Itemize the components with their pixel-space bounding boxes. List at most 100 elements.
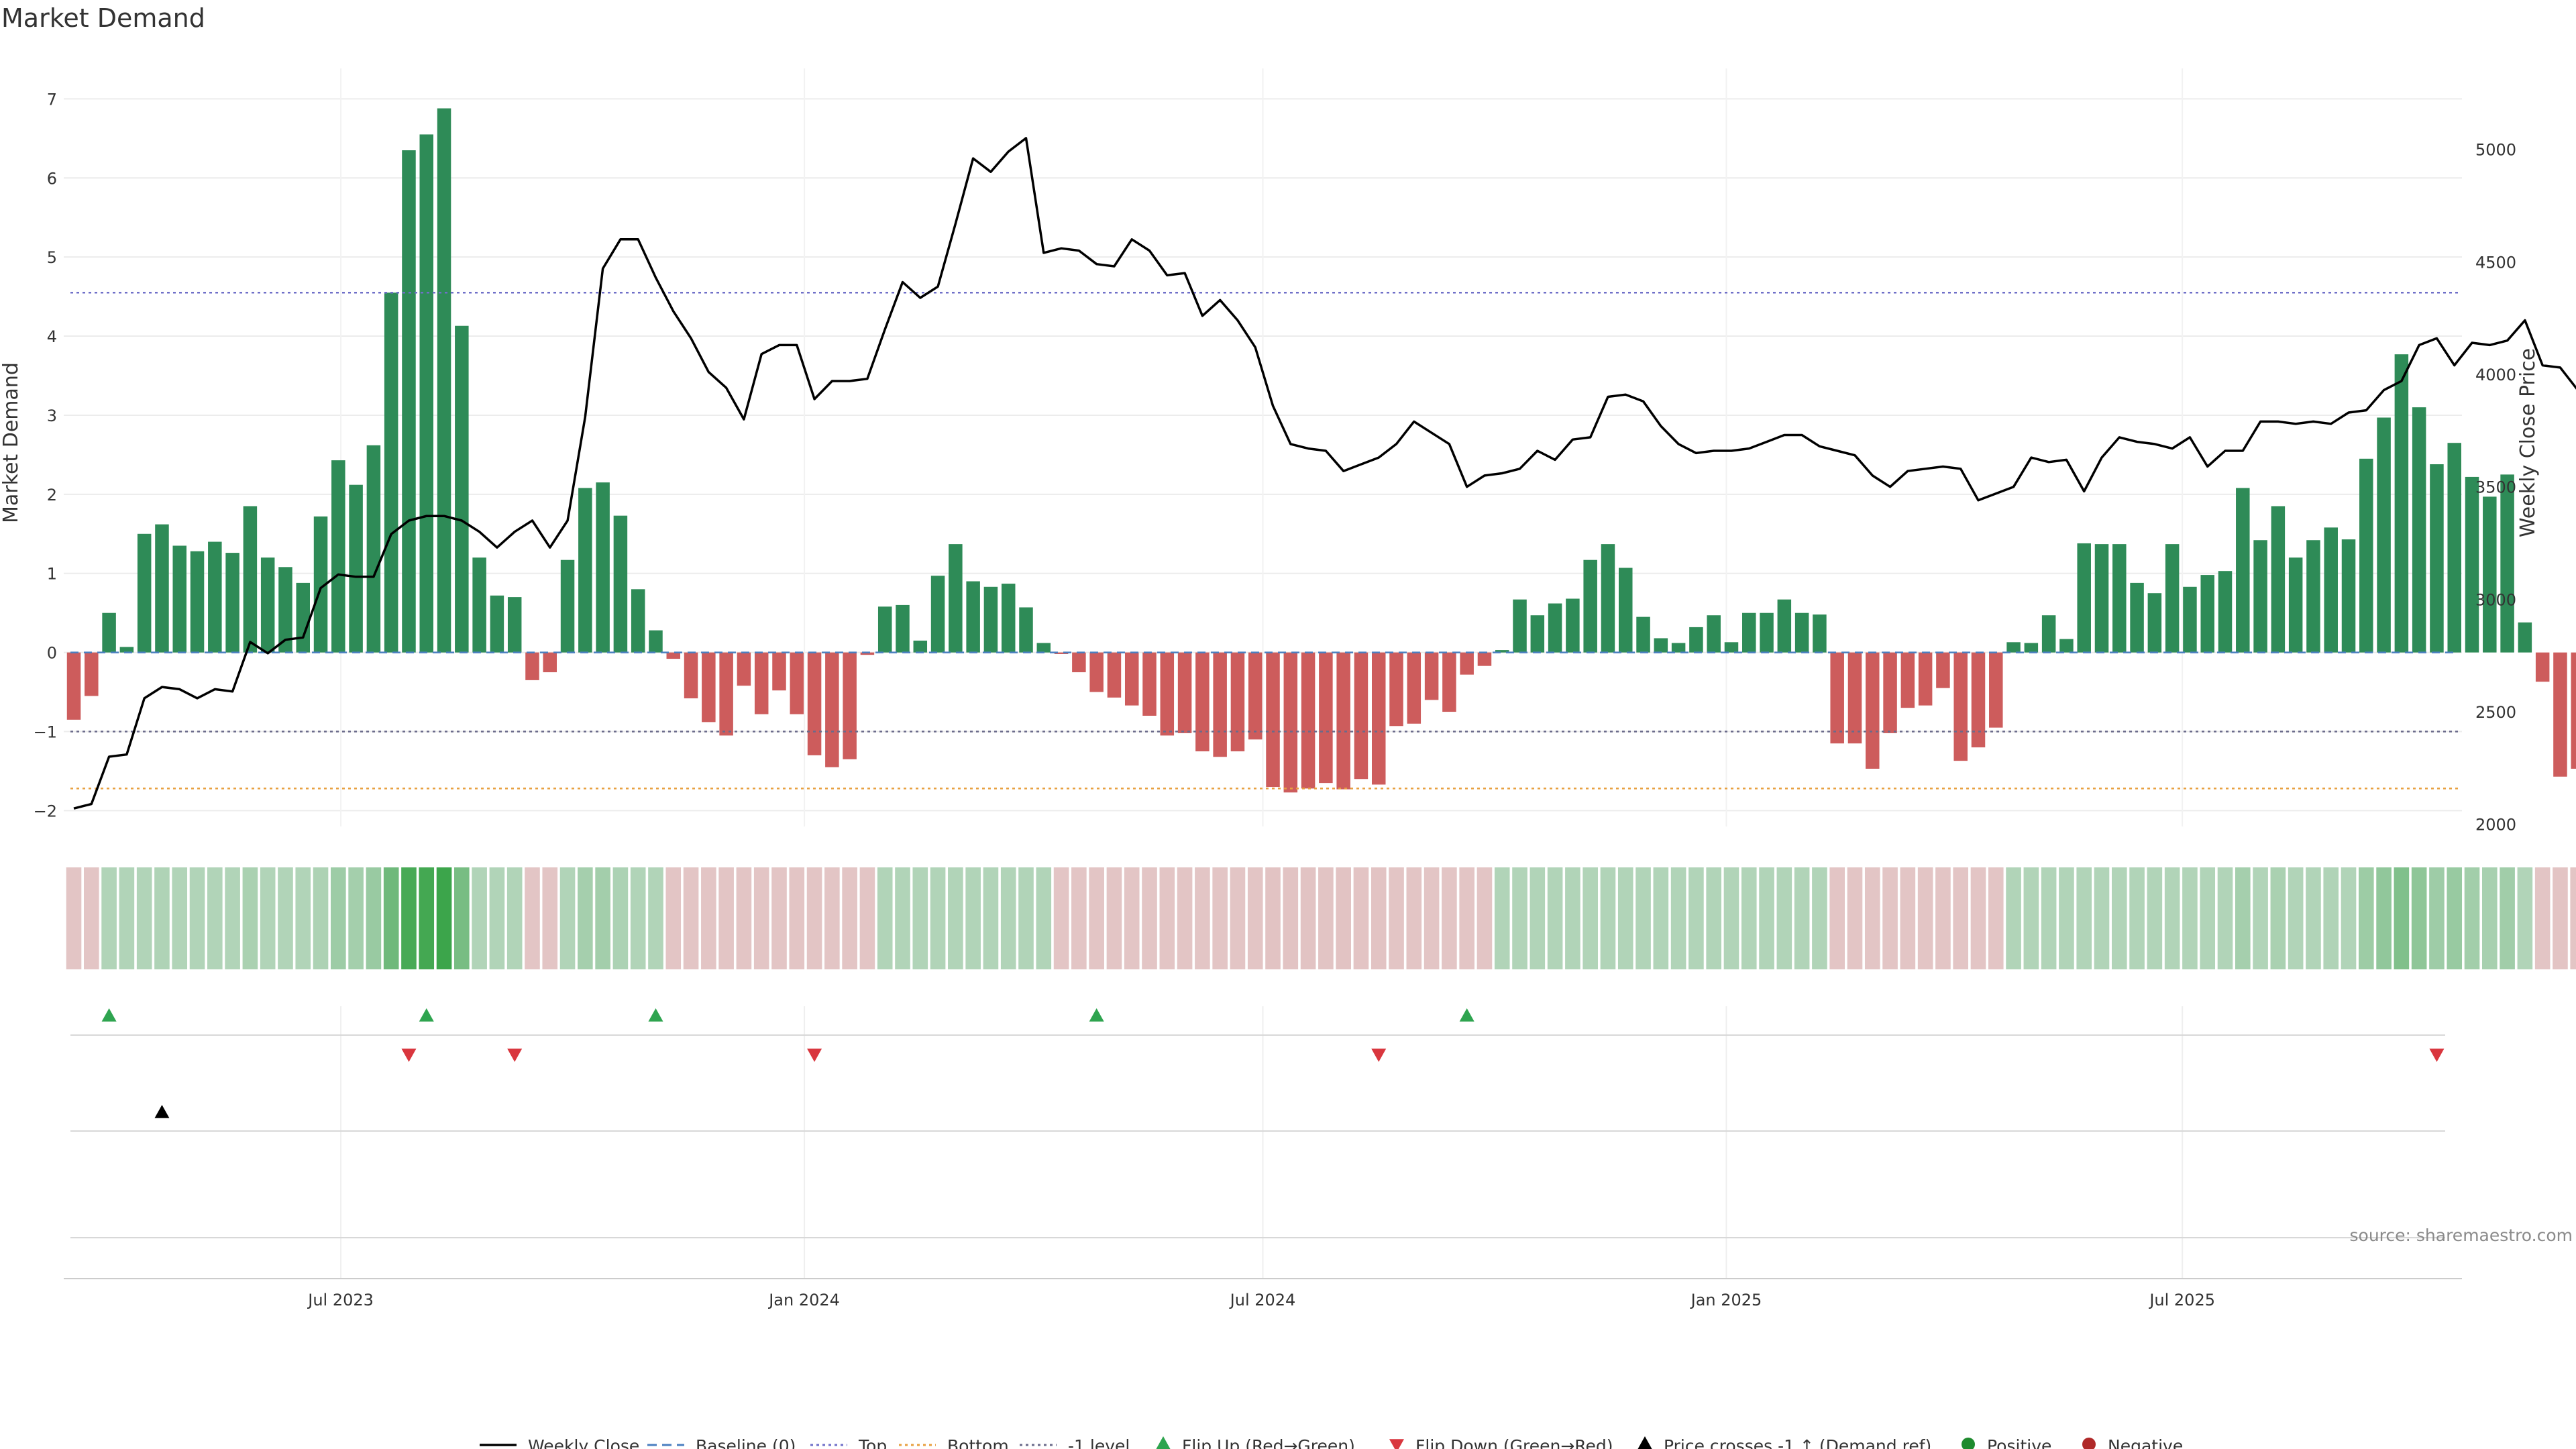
heat-strip-cell <box>101 867 117 969</box>
heat-strip-cell <box>1847 867 1863 969</box>
demand-bar <box>825 652 839 767</box>
demand-bar <box>737 652 751 686</box>
heat-strip-cell <box>1512 867 1527 969</box>
demand-bar <box>1513 599 1527 653</box>
y-tick-label: 7 <box>47 90 57 109</box>
heat-strip-cell <box>1688 867 1704 969</box>
heat-strip-cell <box>436 867 452 969</box>
heat-strip-cell <box>1371 867 1387 969</box>
heat-strip-cell <box>1953 867 1969 969</box>
heat-strip-cell <box>1882 867 1898 969</box>
y2-tick-label: 3000 <box>2475 590 2516 609</box>
heat-strip-cell <box>348 867 364 969</box>
demand-bar <box>843 652 857 759</box>
demand-bar <box>1036 643 1051 653</box>
heat-strip-cell <box>383 867 399 969</box>
legend: Weekly Close Baseline (0) Top Bottom -1 leve… <box>480 1436 2183 1449</box>
heat-strip-cell <box>1442 867 1457 969</box>
heat-strip-cell <box>2394 867 2410 969</box>
demand-bar <box>2553 652 2567 777</box>
heat-strip-cell <box>207 867 223 969</box>
demand-bar <box>2324 527 2338 653</box>
demand-bar <box>2236 488 2250 653</box>
demand-bar <box>560 559 575 653</box>
demand-bar <box>2465 476 2479 653</box>
heat-strip-cell <box>2429 867 2445 969</box>
heat-strip-cell <box>2500 867 2515 969</box>
heat-strip-cell <box>2323 867 2339 969</box>
heat-strip-cell <box>1230 867 1246 969</box>
heat-strip-cell <box>736 867 752 969</box>
demand-bar <box>2006 642 2021 653</box>
heat-strip-cell <box>1018 867 1034 969</box>
y-tick-label: 5 <box>47 248 57 267</box>
demand-bar <box>243 506 258 653</box>
demand-bar <box>1124 652 1139 706</box>
flip-up-marker <box>101 1008 117 1022</box>
heat-strip-cell <box>366 867 382 969</box>
heat-strip-cell <box>189 867 205 969</box>
legend-swatch-triangle-up <box>1638 1436 1652 1449</box>
legend-swatch-circle <box>1962 1438 1975 1449</box>
heat-strip-cell <box>1424 867 1440 969</box>
heat-strip-cell <box>1071 867 1087 969</box>
heat-strip-cell <box>1300 867 1316 969</box>
demand-bar <box>225 553 239 653</box>
demand-bar <box>1619 568 1633 653</box>
heat-strip-cell <box>2306 867 2321 969</box>
chart-title: Market Demand <box>1 3 205 33</box>
demand-bar <box>2500 474 2514 653</box>
demand-bar <box>313 516 328 653</box>
demand-bar <box>1107 652 1122 698</box>
demand-bar <box>2165 544 2180 653</box>
legend-label: Top <box>858 1436 887 1449</box>
heat-strip-cell <box>489 867 505 969</box>
demand-bar <box>1671 643 1686 653</box>
y2-axis-label: Weekly Close Price <box>2516 348 2540 537</box>
demand-bar <box>877 606 892 653</box>
heat-strip-cell <box>1759 867 1774 969</box>
demand-bar <box>85 652 99 696</box>
heat-strip-cell <box>225 867 240 969</box>
demand-bar <box>807 652 822 755</box>
flip-down-marker <box>807 1049 822 1062</box>
heat-strip-cell <box>260 867 276 969</box>
legend-label: Price crosses -1 ↑ (Demand ref) <box>1664 1436 1931 1449</box>
demand-bars <box>66 108 2576 793</box>
heat-strip-cell <box>2447 867 2463 969</box>
demand-bar <box>1001 584 1016 653</box>
heat-strip-cell <box>66 867 82 969</box>
demand-bar <box>490 595 504 653</box>
heat-strip-cell <box>877 867 893 969</box>
heat-strip-cell <box>1336 867 1351 969</box>
heat-strip-cell <box>1053 867 1069 969</box>
demand-bar <box>1583 559 1597 653</box>
heat-strip-cell <box>859 867 875 969</box>
heat-strip-cell <box>2270 867 2286 969</box>
flip-down-marker <box>507 1049 523 1062</box>
legend-entry: Bottom <box>899 1436 1009 1449</box>
weekly-close-line <box>73 137 2576 810</box>
heat-strip-cell <box>313 867 329 969</box>
demand-bar <box>1301 652 1316 789</box>
heat-strip-cell <box>1177 867 1193 969</box>
demand-bar <box>596 482 610 653</box>
y2-tick-label: 2500 <box>2475 703 2516 722</box>
demand-bar <box>1989 652 2003 728</box>
heat-strip-cell <box>2041 867 2057 969</box>
y-tick-label: 1 <box>47 565 57 584</box>
heat-strip-cell <box>983 867 999 969</box>
demand-bar <box>2341 539 2356 653</box>
demand-bar <box>1319 652 1333 784</box>
demand-bar <box>1548 603 1562 653</box>
demand-bar <box>1971 652 1986 748</box>
demand-bar <box>296 582 311 653</box>
heat-strip-cell <box>2094 867 2110 969</box>
demand-bar <box>860 652 875 655</box>
demand-bar <box>1601 544 1615 653</box>
y-tick-label: 6 <box>47 169 57 188</box>
demand-bar <box>2024 643 2039 653</box>
heat-strip <box>66 867 2576 969</box>
axes: −2 −1 0 1 2 3 4 5 6 7 2000 2500 3000 3500 4000 4500 5000… <box>34 90 2516 1309</box>
legend-entry: Negative <box>2082 1436 2183 1449</box>
